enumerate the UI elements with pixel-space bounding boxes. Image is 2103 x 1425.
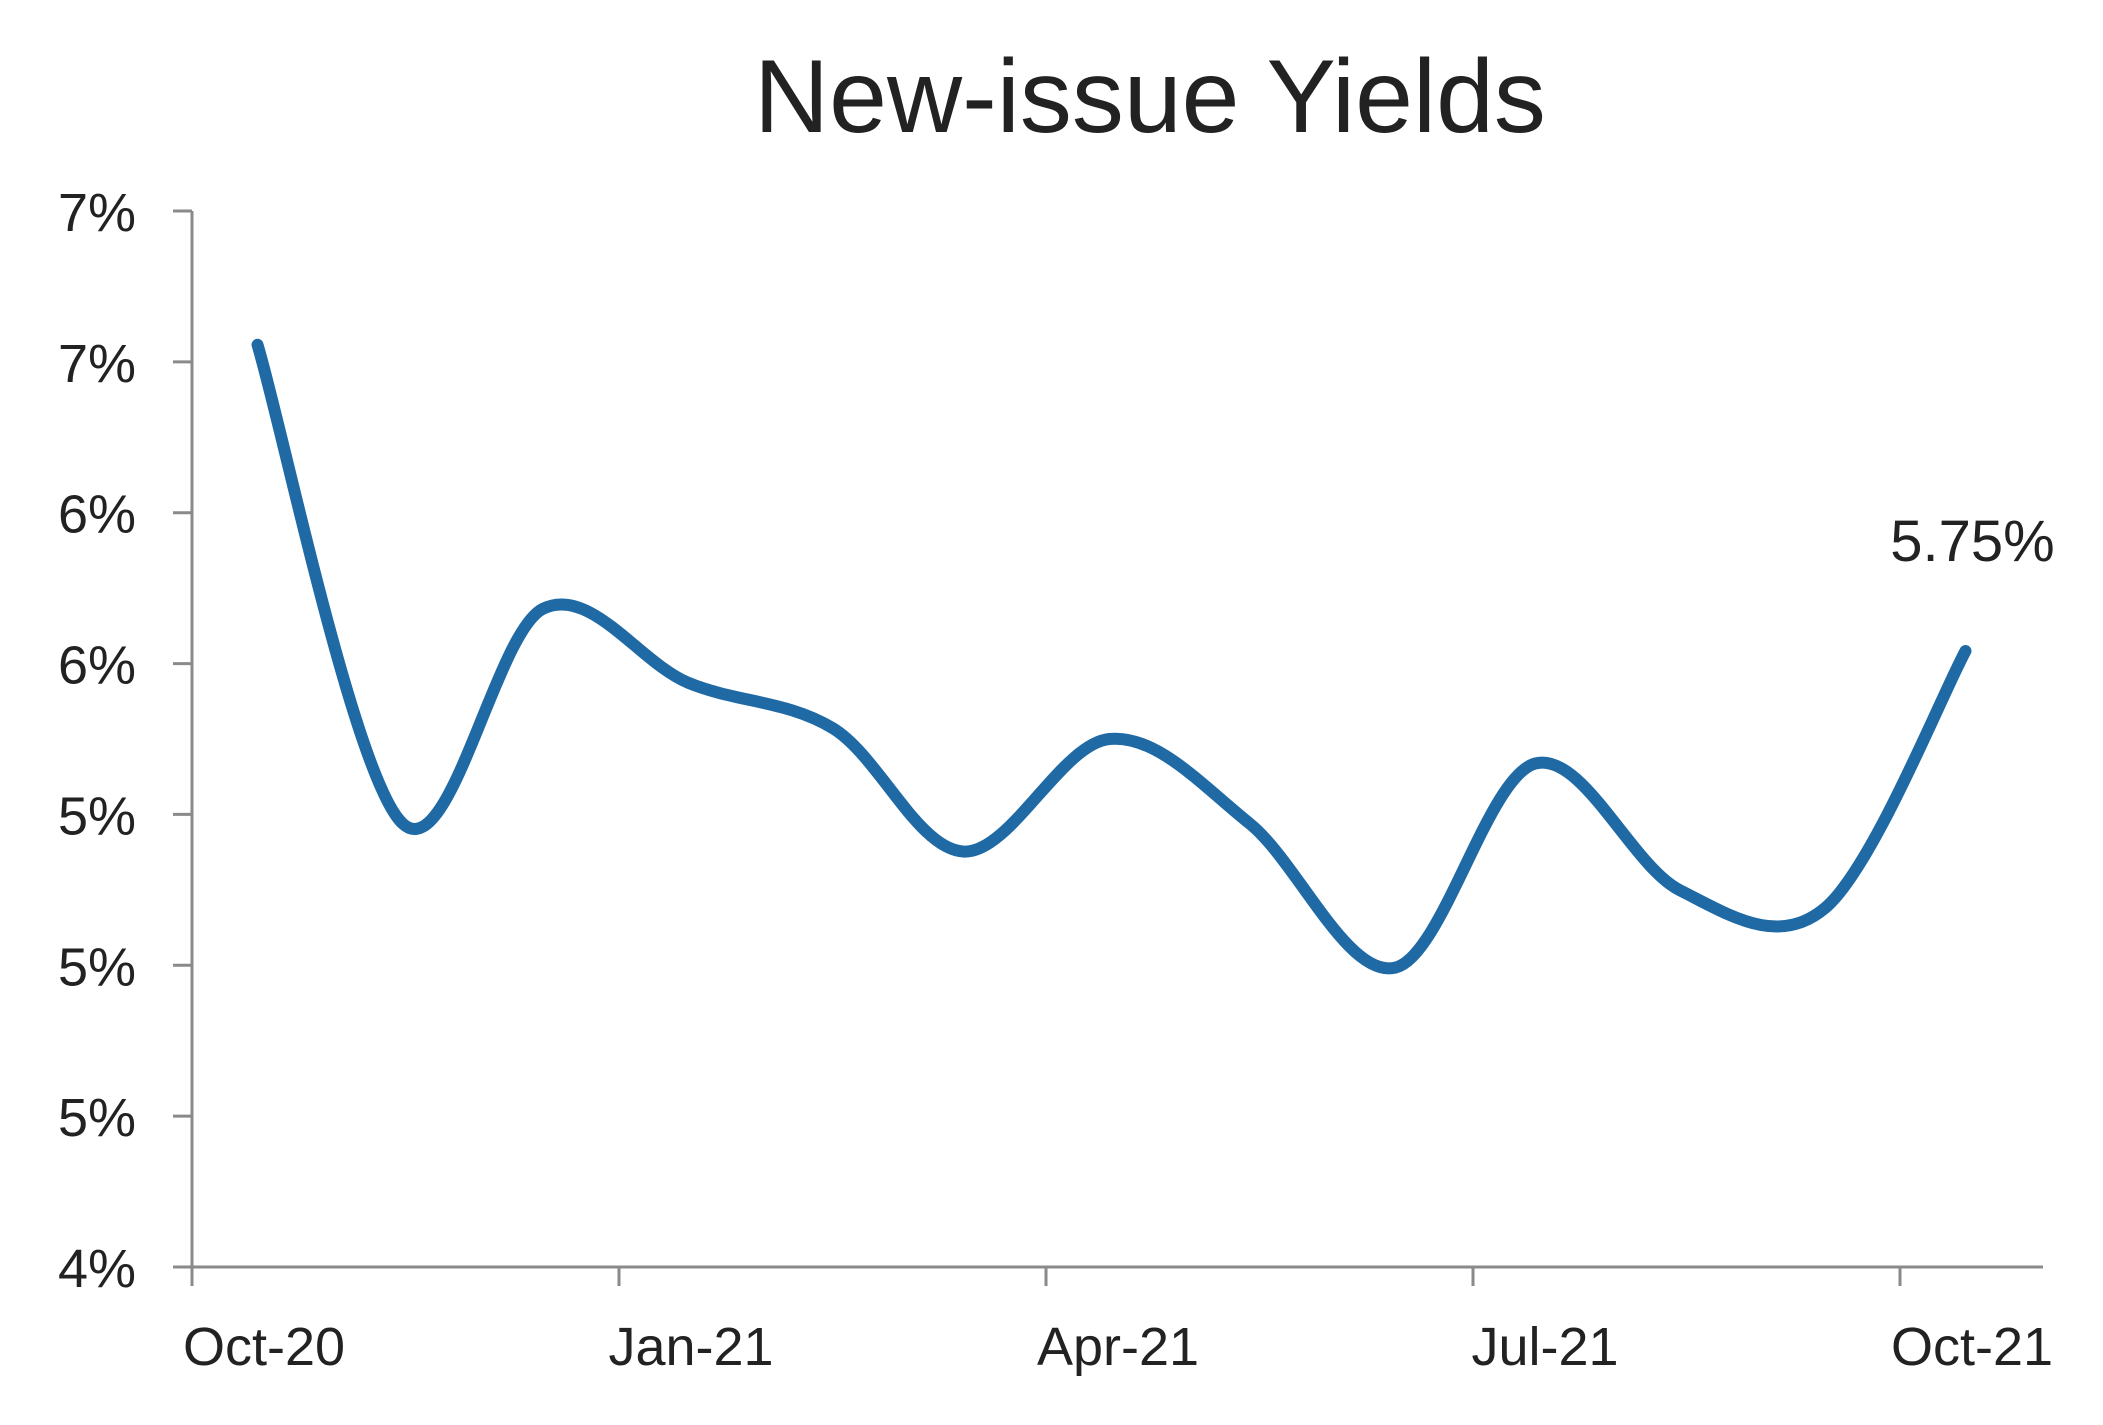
y-tick-label: 7% bbox=[58, 334, 136, 394]
x-tick-label: Oct-21 bbox=[1891, 1317, 2053, 1377]
x-tick-label: Jan-21 bbox=[608, 1317, 773, 1377]
y-tick-label: 4% bbox=[58, 1239, 136, 1299]
chart-title: New-issue Yields bbox=[754, 39, 1546, 155]
x-tick-label: Oct-20 bbox=[183, 1317, 345, 1377]
x-tick-label: Jul-21 bbox=[1471, 1317, 1618, 1377]
y-tick-label: 6% bbox=[58, 485, 136, 545]
axes bbox=[190, 211, 2043, 1269]
data-label: 5.75% bbox=[1890, 509, 2054, 574]
y-tick-label: 5% bbox=[58, 786, 136, 846]
data-labels: 5.75% bbox=[1890, 509, 2054, 574]
y-tick-label: 7% bbox=[58, 183, 136, 243]
series-line-0 bbox=[251, 338, 1972, 975]
series-layer bbox=[251, 338, 1972, 975]
y-tick-label: 6% bbox=[58, 636, 136, 696]
x-tick-label: Apr-21 bbox=[1037, 1317, 1199, 1377]
y-tick-label: 5% bbox=[58, 1088, 136, 1148]
ticks: 4% 5% 5% 5% 6% 6% 7% 7% Oct-20 Jan-21 Apr-21 Jul-21… bbox=[58, 183, 2053, 1377]
y-tick-label: 5% bbox=[58, 937, 136, 997]
